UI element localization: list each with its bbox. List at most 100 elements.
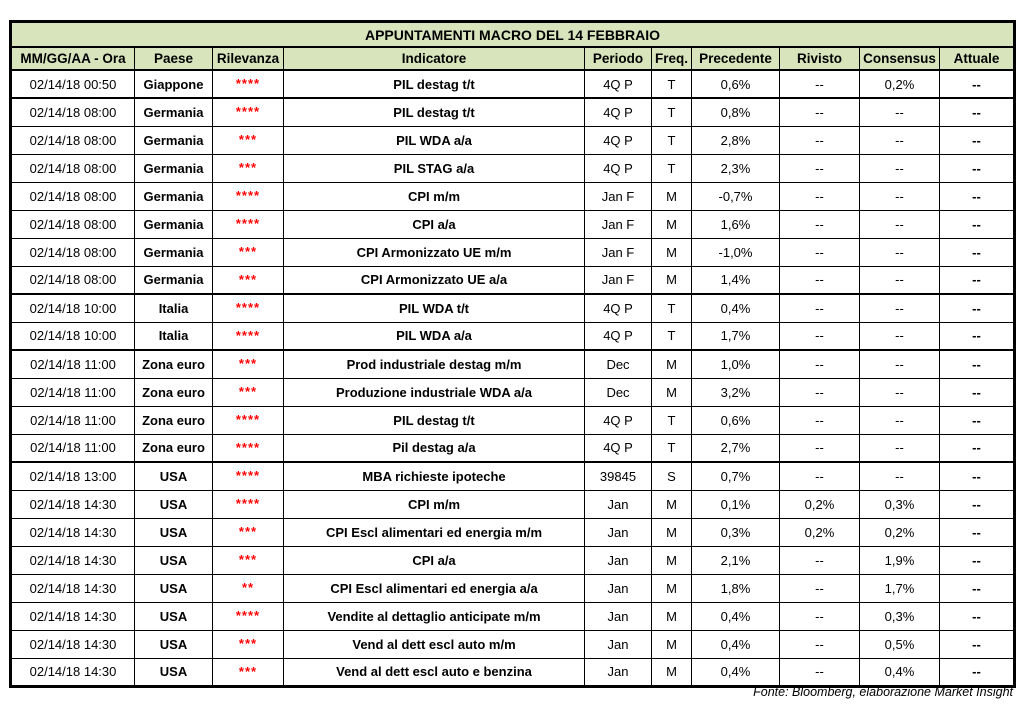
- cell-country: USA: [134, 517, 213, 547]
- cell-relevance: ***: [212, 377, 284, 407]
- cell-datetime: 02/14/18 11:00: [10, 405, 135, 435]
- cell-previous: 2,1%: [691, 545, 780, 575]
- cell-relevance: ***: [212, 517, 284, 547]
- cell-period: Jan F: [584, 181, 652, 211]
- cell-datetime: 02/14/18 10:00: [10, 293, 135, 323]
- cell-indicator: PIL STAG a/a: [283, 153, 585, 183]
- cell-previous: 2,7%: [691, 433, 780, 463]
- cell-indicator: PIL destag t/t: [283, 97, 585, 127]
- cell-period: Jan F: [584, 237, 652, 267]
- column-header-relevance: Rilevanza: [212, 46, 284, 71]
- cell-country: Zona euro: [134, 405, 213, 435]
- cell-datetime: 02/14/18 14:30: [10, 489, 135, 519]
- cell-previous: 0,1%: [691, 489, 780, 519]
- source-note: Fonte: Bloomberg, elaborazione Market In…: [753, 685, 1013, 699]
- cell-consensus: --: [859, 293, 940, 323]
- cell-relevance: ****: [212, 601, 284, 631]
- cell-indicator: CPI Escl alimentari ed energia a/a: [283, 573, 585, 603]
- cell-datetime: 02/14/18 10:00: [10, 321, 135, 351]
- cell-revised: --: [779, 237, 860, 267]
- cell-freq: M: [651, 601, 692, 631]
- cell-revised: --: [779, 209, 860, 239]
- cell-revised: --: [779, 433, 860, 463]
- cell-relevance: ***: [212, 237, 284, 267]
- table-row: 02/14/18 10:00 Italia **** PIL WDA t/t 4…: [10, 293, 1016, 323]
- cell-actual: --: [938, 461, 1016, 491]
- cell-freq: T: [651, 433, 692, 463]
- cell-country: Germania: [134, 209, 213, 239]
- cell-revised: --: [779, 125, 860, 155]
- cell-consensus: 0,3%: [859, 489, 940, 519]
- cell-period: 4Q P: [584, 405, 652, 435]
- table-title-row: APPUNTAMENTI MACRO DEL 14 FEBBRAIO: [9, 21, 1016, 48]
- cell-actual: --: [938, 433, 1016, 463]
- cell-freq: T: [651, 69, 692, 99]
- macro-calendar-table: APPUNTAMENTI MACRO DEL 14 FEBBRAIO MM/GG…: [9, 20, 1017, 688]
- cell-period: 39845: [584, 461, 652, 491]
- cell-revised: --: [779, 265, 860, 295]
- cell-freq: M: [651, 377, 692, 407]
- cell-datetime: 02/14/18 14:30: [10, 573, 135, 603]
- cell-indicator: PIL WDA a/a: [283, 125, 585, 155]
- cell-freq: T: [651, 405, 692, 435]
- table-row: 02/14/18 11:00 Zona euro **** PIL destag…: [10, 405, 1016, 435]
- cell-country: Giappone: [134, 69, 213, 99]
- cell-freq: T: [651, 321, 692, 351]
- table-header-row: MM/GG/AA - Ora Paese Rilevanza Indicator…: [10, 46, 1016, 71]
- cell-relevance: ***: [212, 629, 284, 659]
- cell-freq: M: [651, 629, 692, 659]
- cell-relevance: ****: [212, 181, 284, 211]
- cell-consensus: 0,2%: [859, 517, 940, 547]
- table-row: 02/14/18 10:00 Italia **** PIL WDA a/a 4…: [10, 321, 1016, 351]
- cell-period: 4Q P: [584, 433, 652, 463]
- cell-revised: --: [779, 153, 860, 183]
- cell-country: USA: [134, 489, 213, 519]
- cell-datetime: 02/14/18 08:00: [10, 153, 135, 183]
- table-row: 02/14/18 14:30 USA *** CPI a/a Jan M 2,1…: [10, 545, 1016, 575]
- cell-actual: --: [938, 657, 1016, 687]
- cell-previous: 0,4%: [691, 657, 780, 687]
- cell-previous: 3,2%: [691, 377, 780, 407]
- cell-relevance: ***: [212, 545, 284, 575]
- cell-previous: -0,7%: [691, 181, 780, 211]
- cell-freq: M: [651, 489, 692, 519]
- cell-indicator: CPI Armonizzato UE a/a: [283, 265, 585, 295]
- cell-previous: 2,3%: [691, 153, 780, 183]
- cell-period: 4Q P: [584, 293, 652, 323]
- cell-consensus: --: [859, 349, 940, 379]
- cell-country: Germania: [134, 153, 213, 183]
- cell-relevance: ****: [212, 293, 284, 323]
- cell-period: Jan: [584, 545, 652, 575]
- cell-indicator: PIL WDA a/a: [283, 321, 585, 351]
- cell-revised: --: [779, 601, 860, 631]
- cell-actual: --: [938, 265, 1016, 295]
- cell-consensus: --: [859, 97, 940, 127]
- cell-previous: 1,6%: [691, 209, 780, 239]
- column-header-consensus: Consensus: [859, 46, 940, 71]
- cell-previous: 1,8%: [691, 573, 780, 603]
- cell-indicator: Produzione industriale WDA a/a: [283, 377, 585, 407]
- cell-country: Germania: [134, 265, 213, 295]
- cell-indicator: Vend al dett escl auto m/m: [283, 629, 585, 659]
- cell-indicator: PIL destag t/t: [283, 69, 585, 99]
- cell-previous: 0,7%: [691, 461, 780, 491]
- cell-actual: --: [938, 153, 1016, 183]
- cell-freq: M: [651, 517, 692, 547]
- cell-consensus: --: [859, 461, 940, 491]
- cell-datetime: 02/14/18 11:00: [10, 377, 135, 407]
- cell-revised: --: [779, 461, 860, 491]
- table-row: 02/14/18 14:30 USA **** CPI m/m Jan M 0,…: [10, 489, 1016, 519]
- cell-indicator: CPI m/m: [283, 181, 585, 211]
- cell-country: Zona euro: [134, 349, 213, 379]
- cell-datetime: 02/14/18 08:00: [10, 237, 135, 267]
- cell-previous: 1,0%: [691, 349, 780, 379]
- cell-datetime: 02/14/18 00:50: [10, 69, 135, 99]
- cell-revised: --: [779, 545, 860, 575]
- cell-datetime: 02/14/18 08:00: [10, 265, 135, 295]
- cell-period: 4Q P: [584, 125, 652, 155]
- column-header-period: Periodo: [584, 46, 652, 71]
- table-title: APPUNTAMENTI MACRO DEL 14 FEBBRAIO: [9, 21, 1016, 48]
- cell-consensus: 0,3%: [859, 601, 940, 631]
- cell-revised: --: [779, 629, 860, 659]
- cell-revised: --: [779, 97, 860, 127]
